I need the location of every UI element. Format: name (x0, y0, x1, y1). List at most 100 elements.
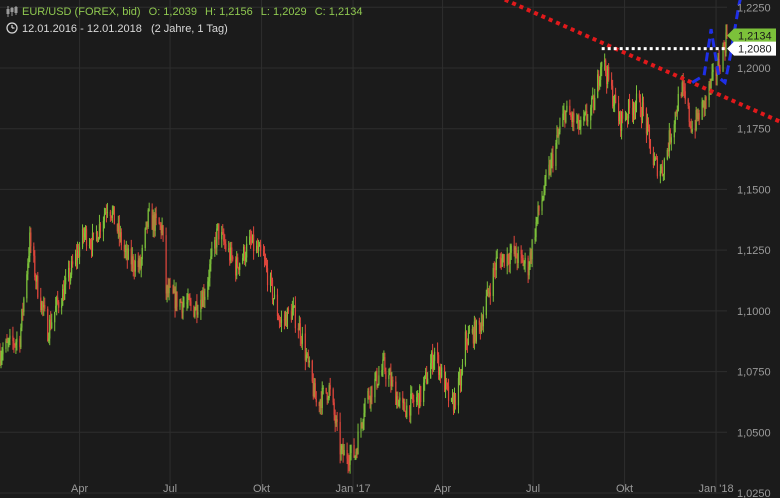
candle (433, 354, 435, 372)
candle-body (433, 360, 435, 369)
candlestick-icon (6, 6, 18, 17)
candle-body (161, 225, 163, 234)
candle (346, 442, 348, 465)
candle (222, 224, 224, 235)
candle-body (710, 79, 712, 89)
candle (474, 317, 476, 344)
candle-body (174, 288, 176, 309)
candle-body (591, 97, 593, 108)
candle-body (437, 354, 440, 375)
candle (403, 398, 405, 412)
candle-body (528, 266, 530, 276)
candle-body (228, 248, 230, 250)
candle-body (28, 255, 30, 264)
candle (510, 243, 512, 260)
candle (674, 111, 676, 133)
candle-body (454, 393, 457, 406)
candle-body (584, 112, 586, 117)
candle-body (347, 458, 349, 465)
candle-body (283, 319, 286, 321)
candle-body (313, 383, 315, 397)
candle (246, 236, 248, 263)
last-price-tag-label: 1,2134 (738, 30, 772, 42)
candle-body (492, 267, 494, 297)
candle-body (74, 253, 77, 265)
candle-body (399, 397, 401, 401)
candle (573, 108, 575, 132)
candle (134, 253, 136, 277)
candle (229, 242, 231, 266)
candle-body (91, 232, 94, 250)
candle-body (64, 284, 66, 300)
candle (263, 246, 266, 268)
candle-body (76, 250, 79, 260)
candle (451, 389, 454, 405)
candle-body (353, 445, 355, 458)
candle-body (287, 308, 290, 312)
candle-body (196, 302, 198, 315)
candle (343, 444, 345, 456)
candle (398, 399, 400, 407)
candle-body (339, 421, 341, 455)
candle (530, 248, 532, 265)
candle (417, 390, 419, 406)
candle (89, 238, 92, 250)
candle-body (377, 383, 379, 387)
candle (292, 297, 294, 316)
candle (390, 363, 392, 393)
candle-body (26, 274, 28, 299)
candle (327, 395, 329, 404)
candle (541, 190, 543, 216)
candle-body (436, 351, 439, 355)
candle-body (572, 113, 574, 123)
candle (211, 241, 213, 260)
candle-body (376, 371, 378, 387)
candle (85, 225, 88, 251)
candle-body (507, 254, 509, 262)
candle-body (381, 369, 383, 376)
candle (116, 223, 118, 234)
candle-body (577, 115, 579, 122)
candle (270, 269, 273, 287)
candle-body (486, 288, 488, 297)
candle-body (419, 386, 421, 409)
candle (353, 438, 355, 458)
candle-body (256, 245, 259, 252)
candle-body (605, 60, 607, 73)
candle (719, 64, 721, 75)
overlays (500, 0, 780, 124)
candle (285, 311, 288, 327)
candle (411, 386, 413, 400)
candle (180, 298, 182, 304)
candle-body (308, 360, 310, 363)
candle (460, 368, 463, 392)
candle (576, 113, 578, 124)
candle-body (237, 257, 239, 268)
candle-body (370, 386, 372, 403)
candle-body (325, 387, 327, 393)
candle (515, 242, 517, 259)
candle-body (702, 100, 704, 102)
candle (722, 42, 724, 73)
candle-body (427, 378, 429, 384)
candle (468, 324, 471, 334)
candle (189, 293, 191, 306)
candle (151, 203, 153, 230)
candle-body (535, 221, 537, 238)
candle-body (235, 259, 237, 276)
candle-body (72, 261, 74, 265)
candle-body (165, 235, 167, 294)
candle-body (88, 245, 91, 247)
candle (659, 164, 661, 184)
candle-body (417, 393, 419, 398)
candle (300, 335, 302, 348)
candle-body (62, 289, 64, 306)
candle-body (172, 286, 174, 294)
candle-body (410, 393, 412, 416)
candle (489, 283, 491, 305)
candle (311, 359, 313, 384)
candle-body (450, 398, 453, 401)
candle (545, 169, 547, 187)
candle-body (193, 305, 195, 317)
candle-body (71, 261, 73, 275)
